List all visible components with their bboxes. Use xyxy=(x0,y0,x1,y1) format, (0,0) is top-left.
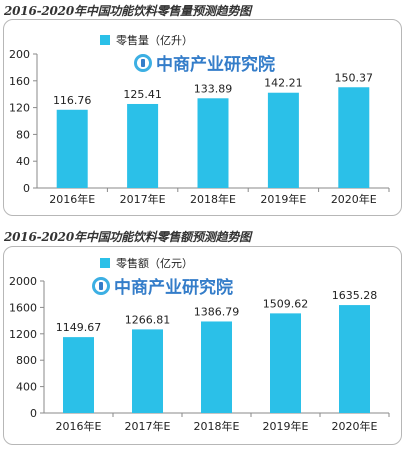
chart-1-watermark-text: 中商产业研究院 xyxy=(156,55,275,75)
data-label: 142.21 xyxy=(264,77,303,90)
y-tick-label: 160 xyxy=(9,75,30,88)
chart-1-panel: 零售量（亿升） 中商产业研究院 0 40 80 120 160 200 116.76 2016… xyxy=(3,19,402,216)
y-tick-label: 120 xyxy=(9,102,30,115)
chart-2-plot: 0 400 800 1200 1600 2000 1149.67 2016年E 1266.81 2… xyxy=(9,275,390,433)
x-tick-label: 2017年E xyxy=(125,419,171,433)
bar xyxy=(127,103,159,188)
bar xyxy=(63,337,94,413)
x-tick-label: 2018年E xyxy=(194,419,240,433)
chart-1-watermark: 中商产业研究院 xyxy=(134,50,275,75)
chart-2-watermark-text: 中商产业研究院 xyxy=(114,278,233,298)
data-label: 1266.81 xyxy=(125,313,171,326)
chart-1-legend: 零售量（亿升） xyxy=(100,32,193,48)
chart-2-legend: 零售额（亿元） xyxy=(100,255,193,271)
y-tick-label: 200 xyxy=(9,48,30,61)
y-tick-label: 2000 xyxy=(9,275,37,288)
x-tick-label: 2019年E xyxy=(260,192,306,206)
brand-logo-icon xyxy=(134,53,152,72)
x-tick-label: 2016年E xyxy=(49,192,95,206)
chart-1-legend-label: 零售量（亿升） xyxy=(116,34,193,47)
data-label: 1509.62 xyxy=(263,297,309,310)
y-tick-label: 80 xyxy=(16,128,30,141)
chart-2-legend-swatch xyxy=(100,258,110,268)
data-label: 1149.67 xyxy=(56,321,102,334)
bar xyxy=(267,92,299,188)
data-label: 116.76 xyxy=(53,94,92,107)
chart-1-plot: 0 40 80 120 160 200 116.76 2016年E 125.41 2017年E 13… xyxy=(9,48,390,206)
x-tick-label: 2016年E xyxy=(56,419,102,433)
chart-1-title: 2016-2020年中国功能饮料零售量预测趋势图 xyxy=(4,4,251,18)
chart-1-legend-swatch xyxy=(100,35,110,45)
y-tick-label: 1200 xyxy=(9,328,37,341)
bar xyxy=(338,87,370,188)
chart-2-legend-label: 零售额（亿元） xyxy=(116,257,193,270)
bar xyxy=(132,329,163,413)
chart-2-panel: 零售额（亿元） 中商产业研究院 0 400 800 1200 1600 2000 1149.… xyxy=(3,246,402,445)
chart-2-watermark: 中商产业研究院 xyxy=(92,273,233,298)
bar xyxy=(339,305,370,413)
brand-logo-icon xyxy=(92,276,110,295)
y-tick-label: 400 xyxy=(16,381,37,394)
chart-2-title: 2016-2020年中国功能饮料零售额预测趋势图 xyxy=(4,230,251,244)
y-tick-label: 0 xyxy=(23,182,30,195)
bar xyxy=(56,109,88,188)
y-tick-label: 1600 xyxy=(9,301,37,314)
x-tick-label: 2017年E xyxy=(120,192,166,206)
x-tick-label: 2019年E xyxy=(263,419,309,433)
data-label: 1635.28 xyxy=(332,289,378,302)
bar xyxy=(201,321,232,413)
x-tick-label: 2020年E xyxy=(331,192,377,206)
bar xyxy=(197,98,229,188)
x-tick-label: 2018年E xyxy=(190,192,236,206)
y-tick-label: 800 xyxy=(16,354,37,367)
bar xyxy=(270,313,301,413)
data-label: 150.37 xyxy=(335,71,374,84)
x-tick-label: 2020年E xyxy=(332,419,378,433)
data-label: 125.41 xyxy=(123,88,162,101)
y-tick-label: 0 xyxy=(30,407,37,420)
data-label: 133.89 xyxy=(194,82,233,95)
y-tick-label: 40 xyxy=(16,155,30,168)
data-label: 1386.79 xyxy=(194,305,240,318)
